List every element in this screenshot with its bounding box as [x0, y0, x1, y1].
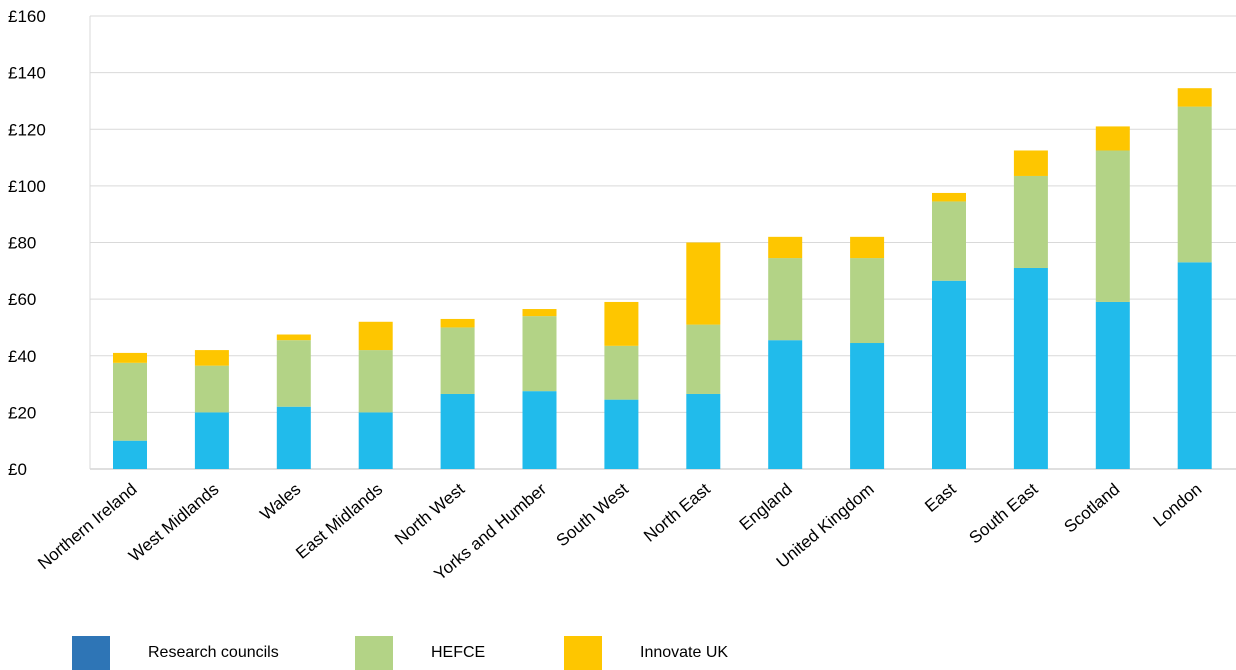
bar-segment — [604, 399, 639, 469]
x-category-label: East — [921, 479, 959, 516]
y-tick-label: £0 — [8, 460, 27, 479]
bar-segment — [1013, 150, 1048, 176]
x-category-label: Wales — [256, 480, 304, 525]
bar-segment — [358, 412, 393, 469]
legend-label-innovate-uk: Innovate UK — [640, 644, 729, 661]
legend-swatch-hefce — [355, 636, 393, 670]
grid-lines — [90, 15, 1236, 470]
bar-segment — [686, 242, 721, 325]
bar-segment — [932, 192, 966, 202]
legend-label-hefce: HEFCE — [431, 644, 486, 661]
x-category-label: Scotland — [1060, 480, 1123, 537]
bar-segment — [522, 309, 557, 317]
bar-segment — [686, 324, 721, 394]
bar-segment — [113, 352, 147, 363]
y-tick-label: £60 — [8, 290, 36, 309]
bar-segment — [768, 258, 803, 341]
bar-segment — [1177, 88, 1212, 107]
legend-swatch-research-councils — [72, 636, 110, 670]
bars — [113, 88, 1212, 469]
x-category-label: South West — [553, 479, 633, 550]
bar-segment — [604, 345, 639, 400]
legend: Research councils HEFCE Innovate UK — [0, 636, 1236, 670]
bar-segment — [768, 236, 803, 259]
bar-segment — [604, 301, 639, 346]
bar-segment — [113, 440, 147, 469]
x-category-label: Northern Ireland — [34, 480, 140, 574]
y-tick-label: £140 — [8, 64, 46, 83]
legend-item-innovate-uk: Innovate UK — [564, 636, 728, 670]
bar-segment — [932, 201, 966, 281]
legend-swatch-innovate-uk — [564, 636, 602, 670]
bar-segment — [850, 258, 885, 344]
bar-segment — [932, 280, 966, 469]
bar-segment — [194, 350, 229, 366]
bar-segment — [1013, 267, 1048, 469]
bar-segment — [276, 340, 311, 407]
bar-segment — [440, 318, 475, 328]
x-category-label: South East — [966, 479, 1042, 547]
bar-segment — [522, 391, 557, 469]
x-category-label: North West — [391, 479, 468, 548]
bar-segment — [1013, 175, 1048, 268]
y-tick-label: £100 — [8, 177, 46, 196]
y-tick-label: £80 — [8, 234, 36, 253]
y-tick-label: £20 — [8, 403, 36, 422]
y-tick-label: £160 — [8, 7, 46, 26]
bar-segment — [850, 236, 885, 259]
bar-segment — [194, 412, 229, 469]
bar-segment — [1095, 150, 1130, 302]
legend-item-hefce: HEFCE — [355, 636, 485, 670]
bar-segment — [522, 316, 557, 392]
x-category-label: London — [1150, 480, 1206, 531]
y-tick-label: £120 — [8, 120, 46, 139]
bar-segment — [194, 365, 229, 413]
y-tick-label: £40 — [8, 347, 36, 366]
bar-segment — [358, 321, 393, 351]
bar-segment — [113, 362, 147, 441]
legend-label-research-councils: Research councils — [148, 644, 279, 661]
bar-segment — [1095, 301, 1130, 469]
legend-item-research-councils: Research councils — [72, 636, 279, 670]
bar-segment — [276, 406, 311, 469]
bar-segment — [686, 393, 721, 469]
bar-segment — [1177, 106, 1212, 263]
x-category-label: West Midlands — [125, 480, 222, 566]
bar-segment — [440, 393, 475, 469]
bar-segment — [440, 327, 475, 394]
stacked-bar-chart: £0 £20 £40 £60 £80 £100 £120 £140 £160 Northern … — [8, 7, 1236, 584]
bar-segment — [850, 343, 885, 469]
bar-segment — [1177, 262, 1212, 469]
bar-segment — [768, 340, 803, 469]
bar-segment — [1095, 126, 1130, 151]
x-category-label: East Midlands — [292, 480, 386, 563]
x-category-label: North East — [640, 479, 714, 545]
y-axis-tick-labels: £0 £20 £40 £60 £80 £100 £120 £140 £160 — [8, 7, 46, 479]
bar-segment — [276, 334, 311, 341]
bar-segment — [358, 350, 393, 413]
x-category-label: England — [736, 480, 796, 535]
